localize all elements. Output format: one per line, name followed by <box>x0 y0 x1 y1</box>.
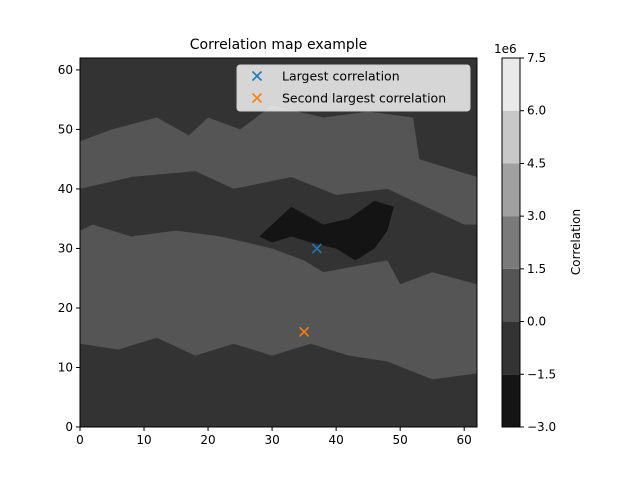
y-tick-label: 10 <box>58 360 73 374</box>
colorbar-band <box>502 268 520 322</box>
legend: Largest correlation Second largest correl… <box>236 64 471 112</box>
colorbar-frame <box>501 57 521 428</box>
y-tick-label: 0 <box>65 420 73 434</box>
legend-marker <box>251 70 263 82</box>
colorbar-tick-label: 1.5 <box>527 262 546 276</box>
legend-marker <box>251 92 263 104</box>
colorbar: −3.0 −1.5 0.0 1.5 3.0 4.5 6.0 7.5 1e6 Correlati… <box>494 42 583 434</box>
colorbar-band <box>502 58 520 111</box>
heatmap <box>80 58 477 427</box>
plot-frame <box>79 57 478 428</box>
heatmap-region <box>259 200 394 261</box>
legend-box <box>236 64 471 112</box>
colorbar-band <box>502 110 520 164</box>
data-point-marker <box>311 243 322 254</box>
colorbar-tick-label: 0.0 <box>527 315 546 329</box>
x-tick-label: 10 <box>136 433 151 447</box>
y-tick-label: 60 <box>58 63 73 77</box>
x-tick-label: 0 <box>76 433 84 447</box>
y-tick-label: 30 <box>58 241 73 255</box>
colorbar-tick-label: −1.5 <box>527 367 556 381</box>
x-axis: 0 10 20 30 40 50 60 <box>76 427 472 447</box>
y-tick-label: 50 <box>58 122 73 136</box>
colorbar-tick-label: 3.0 <box>527 209 546 223</box>
x-tick-label: 20 <box>200 433 215 447</box>
colorbar-band <box>502 216 520 269</box>
colorbar-band <box>502 374 520 427</box>
x-tick-label: 30 <box>264 433 279 447</box>
legend-label: Second largest correlation <box>282 91 446 106</box>
x-tick-label: 40 <box>328 433 343 447</box>
y-axis: 0 10 20 30 40 50 60 <box>58 63 80 434</box>
colorbar-tick-label: 4.5 <box>527 156 546 170</box>
colorbar-label: Correlation <box>569 209 583 275</box>
colorbar-tick-label: 6.0 <box>527 104 546 118</box>
colorbar-tick-label: −3.0 <box>527 420 556 434</box>
data-point-marker <box>299 326 310 337</box>
heatmap-region <box>80 337 477 427</box>
y-tick-label: 20 <box>58 301 73 315</box>
colorbar-band <box>502 321 520 375</box>
colorbar-band <box>502 163 520 217</box>
colorbar-multiplier: 1e6 <box>494 42 517 56</box>
chart-title: Correlation map example <box>190 37 367 53</box>
x-tick-label: 50 <box>393 433 408 447</box>
legend-label: Largest correlation <box>282 69 400 84</box>
colorbar-tick-label: 7.5 <box>527 51 546 65</box>
y-tick-label: 40 <box>58 182 73 196</box>
x-tick-label: 60 <box>457 433 472 447</box>
